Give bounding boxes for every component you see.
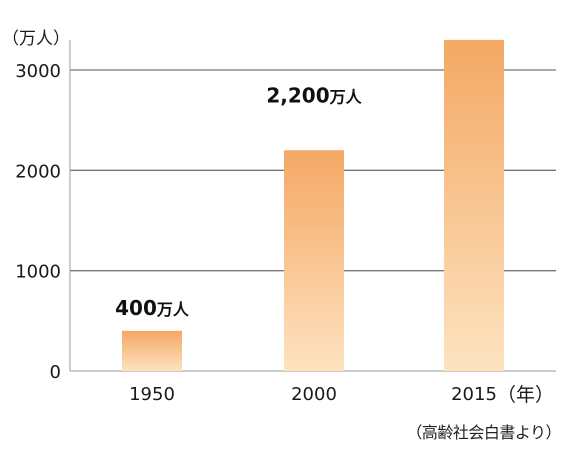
y-tick-label-3000: 3000 [15, 61, 61, 82]
x-unit-label: （年） [497, 384, 554, 406]
data-label-1950: 400万人 [115, 296, 190, 320]
bar-2000 [284, 150, 344, 371]
y-tick-label-2000: 2000 [15, 161, 61, 182]
y-unit-label: （万人） [2, 29, 70, 49]
y-tick-label-0: 0 [50, 362, 61, 383]
data-label-2000: 2,200万人 [266, 83, 362, 107]
bar-2015 [444, 39, 504, 372]
x-tick-label-1950: 1950 [129, 384, 175, 405]
bar-1950 [122, 330, 182, 371]
x-tick-label-2015: 2015 [451, 384, 497, 405]
source-note: （高齢社会白書より） [406, 423, 561, 442]
x-tick-label-2000: 2000 [291, 384, 337, 405]
y-tick-label-1000: 1000 [15, 262, 61, 283]
